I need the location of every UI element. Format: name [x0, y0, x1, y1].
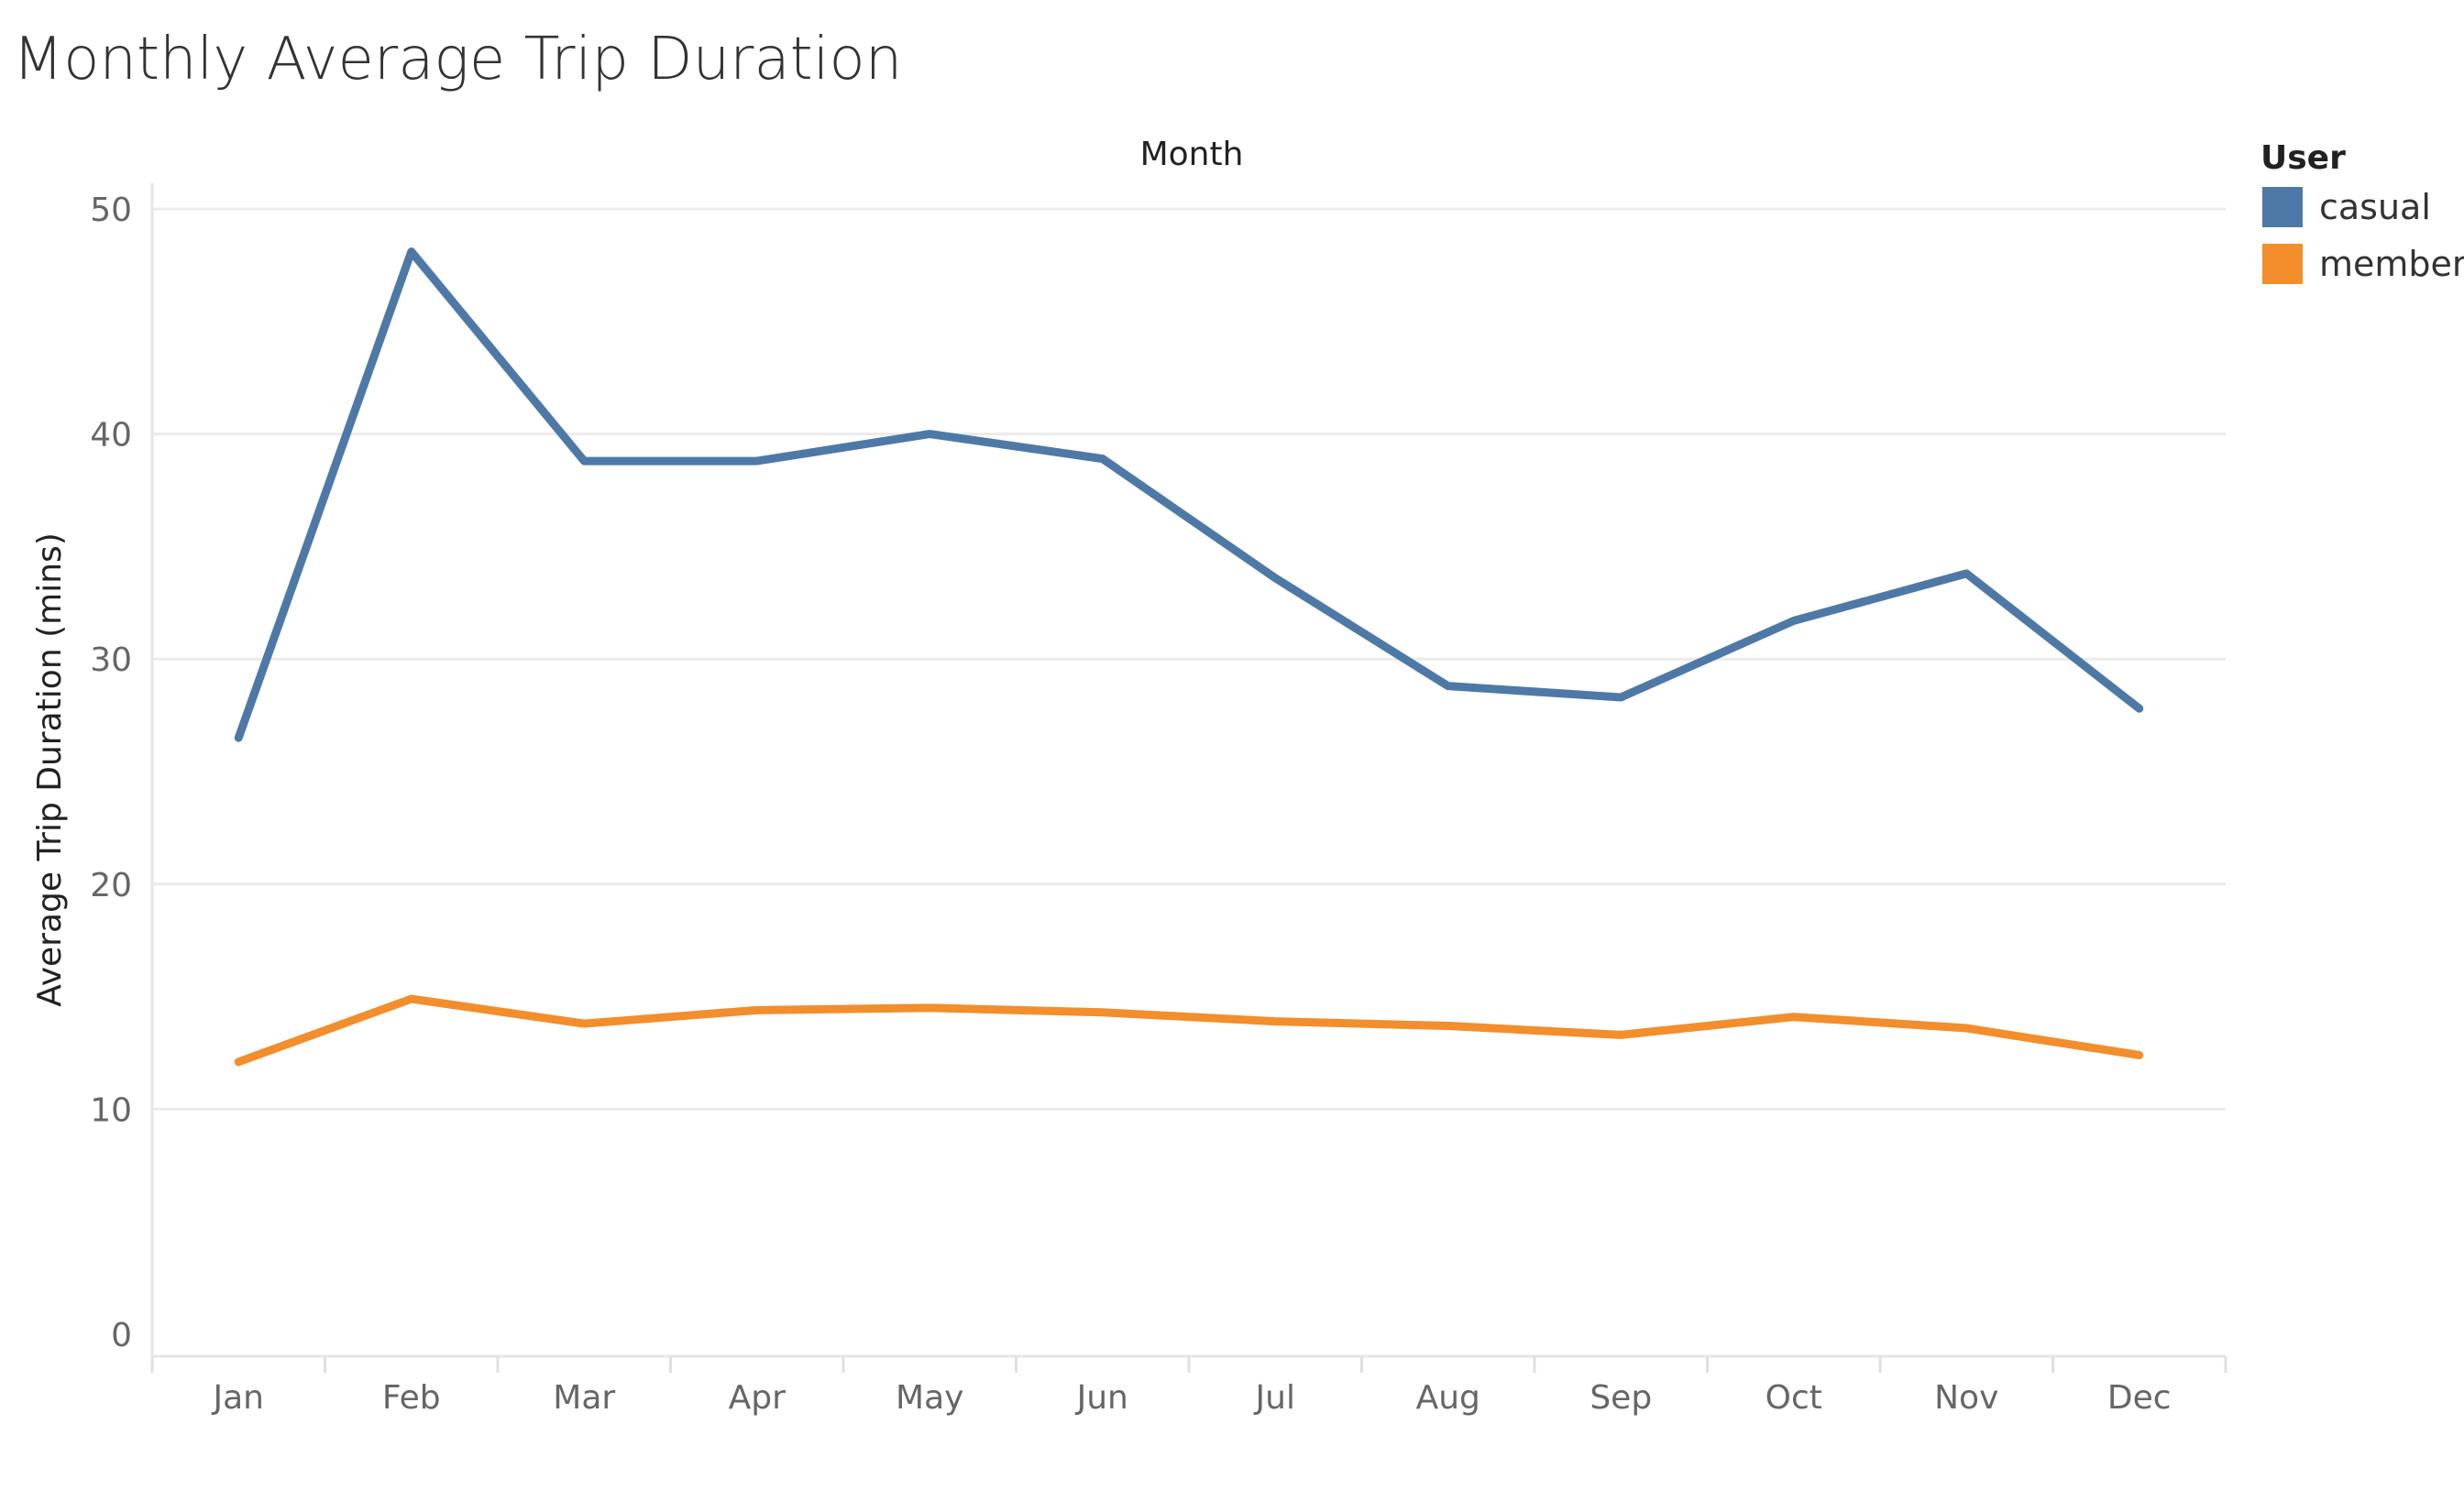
legend-title: User [2260, 139, 2346, 177]
legend: User casual member [2260, 139, 2464, 284]
x-tick-label: Nov [1934, 1379, 1998, 1417]
x-tick-label: Jul [1254, 1379, 1295, 1417]
legend-swatch-casual [2262, 187, 2303, 227]
x-tick-label: May [896, 1379, 963, 1417]
series-lines [234, 247, 2144, 1067]
x-tick-label: Sep [1590, 1379, 1652, 1417]
series-line-member [234, 994, 2144, 1067]
x-axis-title: Month [1140, 136, 1244, 173]
chart-title: Monthly Average Trip Duration [13, 26, 902, 93]
gridlines [150, 183, 2226, 1358]
x-tick-label: Oct [1766, 1379, 1822, 1417]
x-tick-label: Feb [382, 1379, 441, 1417]
legend-label-casual: casual [2319, 187, 2431, 227]
y-axis-ticks: 0 10 20 30 40 50 [90, 192, 132, 1354]
legend-label-member: member [2319, 244, 2464, 284]
x-tick-label: Aug [1416, 1379, 1480, 1417]
y-tick-label: 0 [111, 1317, 132, 1354]
x-tick-label: Mar [553, 1379, 615, 1417]
y-tick-label: 20 [90, 867, 132, 904]
x-tick-label: Dec [2107, 1379, 2172, 1417]
y-tick-label: 50 [90, 192, 132, 229]
x-tick-label: Jan [212, 1379, 265, 1417]
legend-swatch-member [2262, 244, 2303, 284]
y-tick-label: 40 [90, 417, 132, 455]
y-tick-label: 10 [90, 1091, 132, 1129]
y-tick-label: 30 [90, 641, 132, 679]
y-axis-title: Average Trip Duration (mins) [31, 532, 69, 1007]
x-tick-label: Apr [729, 1379, 786, 1417]
x-tick-label: Jun [1075, 1379, 1128, 1417]
x-axis-ticks: Jan Feb Mar Apr May Jun Jul Aug Sep Oct Nov Dec [150, 1356, 2228, 1417]
legend-items: casual member [2262, 187, 2464, 284]
series-line-casual [234, 247, 2144, 742]
